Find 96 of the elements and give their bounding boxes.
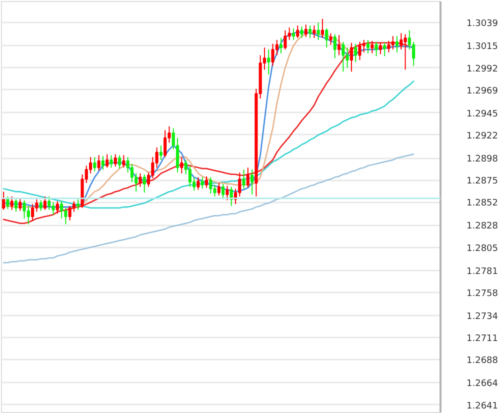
y-tick-label: 1.2734 [466,312,498,322]
y-tick-label: 1.3039 [466,19,498,30]
candlestick [374,41,378,57]
candlestick [284,30,287,50]
y-tick-label: 1.2828 [466,222,498,232]
y-tick-label: 1.2758 [466,288,498,299]
candlestick [338,34,341,56]
candlestick [64,207,68,225]
candlestick [226,185,229,201]
candlestick [196,176,200,190]
candlestick [329,32,332,46]
candlestick [52,202,55,216]
candlestick [130,163,134,183]
candlestick [209,176,212,194]
candlestick [292,28,296,40]
candlestick [366,39,370,54]
candlestick [238,172,242,197]
candlestick [142,174,146,194]
candlestick [222,183,225,200]
candlestick [10,196,14,210]
candlestick [312,25,316,38]
candlestick [325,28,328,48]
candlestick [333,34,336,59]
candlestick [304,24,308,38]
candlestick [31,204,34,221]
y-tick-label: 1.3015 [466,42,498,52]
line-series [2,153,414,264]
y-tick-label: 1.2922 [466,131,498,142]
candlestick [346,47,349,68]
candlestick [200,176,204,190]
candlestick [350,42,353,72]
y-tick-label: 1.2664 [466,379,498,390]
candlestick [246,167,250,188]
candlestick [362,39,366,53]
candlestick [101,156,104,170]
candlestick [93,156,96,172]
y-tick-label: 1.2852 [466,198,498,209]
candlestick [267,49,270,75]
candlestick [296,25,300,38]
candlestick [138,172,142,188]
candlestick [26,206,30,225]
candlestick [68,206,72,221]
y-tick-label: 1.2688 [466,356,498,366]
candlestick [400,32,403,50]
candlestick [383,42,386,57]
candlestick [60,200,64,220]
candlestick [118,154,122,170]
candlestick [242,169,246,190]
candlestick [378,42,382,55]
candlestick [164,130,167,158]
y-tick-label: 1.2945 [466,109,498,120]
candlestick [106,154,109,168]
candlestick [76,198,80,210]
candlestick [97,154,100,172]
y-tick-label: 1.2711 [466,334,498,344]
y-tick-label: 1.2805 [466,244,498,254]
candlestick [395,36,399,53]
candlestick [412,41,416,66]
y-tick-label: 1.2781 [466,266,498,277]
candlestick [320,18,324,38]
candlestick [188,165,192,188]
candlestick [2,191,6,210]
candlestick [14,198,18,212]
candlestick [56,200,59,214]
candlestick [316,22,320,40]
candlestick [159,145,162,160]
candlestick [370,40,374,54]
candlestick [271,43,274,66]
line-series [2,80,414,209]
candlestick [280,37,283,54]
candlestick [250,169,254,196]
candlestick [308,25,312,38]
candlestick [391,36,394,50]
candlestick [387,40,390,53]
y-tick-label: 1.2875 [466,176,498,187]
candlestick [358,41,362,61]
candlestick [354,43,358,62]
candlestick [48,196,51,210]
y-tick-label: 1.2641 [466,401,498,412]
candlestick [18,198,22,212]
candlestick [122,154,126,168]
candlestick [217,182,220,196]
candlestick [6,196,10,210]
candlestick [43,196,47,210]
candlestick [404,34,407,70]
y-tick-label: 1.2969 [466,86,498,96]
candlestick [110,154,113,168]
candlestick [39,200,42,212]
y-tick-label: 1.2992 [466,64,498,74]
candlestick [204,176,208,188]
candlestick [180,156,184,174]
candlestick [22,200,26,220]
y-tick-label: 1.2898 [466,154,498,165]
candlestick [114,154,117,168]
candlestick [342,41,345,72]
candlestick [300,26,304,38]
